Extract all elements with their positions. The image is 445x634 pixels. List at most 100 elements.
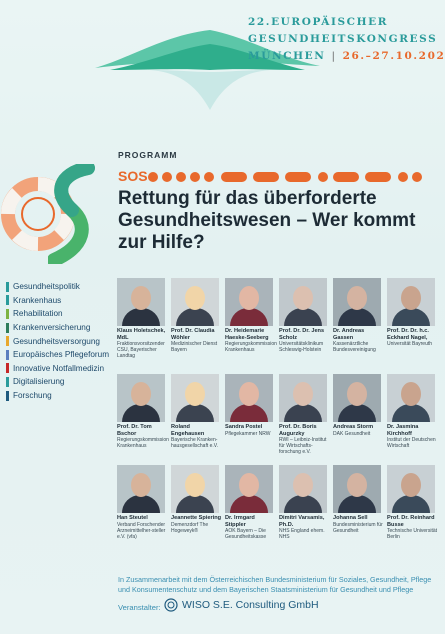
speaker-card: Dr. Jasmina Kirchhoff Institut der Deutsc… xyxy=(387,374,439,449)
speaker-role: Bayerische Kranken-hausgesellschaft e.V. xyxy=(171,437,219,450)
speaker-name: Dr. Jasmina Kirchhoff xyxy=(387,424,419,437)
speaker-photo xyxy=(117,278,165,326)
speaker-photo xyxy=(333,278,381,326)
organizer-name: WISO S.E. Consulting GmbH xyxy=(182,599,319,611)
speaker-photo xyxy=(387,278,435,326)
speaker-name: Prof. Dr. Reinhard Busse xyxy=(387,515,435,528)
topic-label: Europäisches Pflegeforum xyxy=(13,350,110,360)
speaker-name: Prof. Dr. Claudia Wöhler xyxy=(171,328,215,341)
speaker-name: Prof. Dr. Tom Bschor xyxy=(117,424,152,437)
organizer-label: Veranstalter: xyxy=(118,603,161,612)
speaker-role: Demenzdorf The Hogeweyk® xyxy=(171,521,209,534)
speaker-photo xyxy=(333,374,381,422)
topic-label: Gesundheitsversorgung xyxy=(13,336,100,346)
topic-item: Forschung xyxy=(6,389,118,403)
topic-color-bar xyxy=(6,363,9,374)
speaker-photo xyxy=(171,374,219,422)
speaker-card: Jeannette Spiering Demenzdorf The Hogewey… xyxy=(171,465,223,534)
speaker-photo xyxy=(225,465,273,513)
speaker-name: Prof. Dr. Dr. Jens Scholz xyxy=(279,328,325,341)
speaker-role: Pflegekammer NRW xyxy=(225,430,271,437)
speaker-role: DAK Gesundheit xyxy=(333,430,371,437)
program-label: PROGRAMM xyxy=(118,150,178,160)
footer-text: In Zusammenarbeit mit dem Österreichisch… xyxy=(118,575,432,594)
speaker-name: Dimitri Varsamis, Ph.D. xyxy=(279,515,325,528)
speaker-name: Dr. Andreas Gassen xyxy=(333,328,365,341)
speaker-card: Johanna Sell Bundesministerium für Gesund… xyxy=(333,465,385,534)
topic-label: Forschung xyxy=(13,391,52,401)
speaker-photo xyxy=(117,374,165,422)
topic-label: Gesundheitspolitik xyxy=(13,282,80,292)
topic-list: Gesundheitspolitik Krankenhaus Rehabilit… xyxy=(6,280,118,402)
speaker-role: Technische Universität Berlin xyxy=(387,528,438,541)
congress-logo-graphic xyxy=(95,30,320,110)
morse-code-graphic xyxy=(148,172,422,182)
speaker-card: Dr. Irmgard Stippler AOK Bayern – Die Ges… xyxy=(225,465,277,540)
speaker-card: Andreas Storm DAK Gesundheit xyxy=(333,374,385,437)
s-curve-graphic xyxy=(48,164,95,264)
topic-item: Krankenhaus xyxy=(6,294,118,308)
headline: Rettung für das überforderte Gesundheits… xyxy=(118,188,416,253)
topic-color-bar xyxy=(6,376,9,387)
speaker-role: Regierungskommission Krankenhaus xyxy=(225,341,277,354)
speaker-card: Prof. Dr. Boris Augurzky RWI – Leibniz-In… xyxy=(279,374,331,455)
speaker-role: Verband Forschender Arzneimittelher-stel… xyxy=(117,521,166,540)
topic-item: Krankenversicherung xyxy=(6,321,118,335)
speaker-role: Institut der Deutschen Wirtschaft xyxy=(387,437,436,450)
topic-color-bar xyxy=(6,349,9,360)
topic-color-bar xyxy=(6,390,9,401)
speaker-name: Johanna Sell xyxy=(333,515,368,521)
speaker-role: Bundesministerium für Gesundheit xyxy=(333,521,383,534)
speaker-card: Dr. Heidemarie Haeske-Seeberg Regierungsk… xyxy=(225,278,277,353)
speaker-name: Prof. Dr. Dr. h.c. Eckhard Nagel, xyxy=(387,328,429,341)
speaker-card: Prof. Dr. Dr. h.c. Eckhard Nagel, Univers… xyxy=(387,278,439,347)
city: MÜNCHEN xyxy=(248,50,326,62)
speaker-card: Prof. Dr. Claudia Wöhler Medizinischer Di… xyxy=(171,278,223,353)
speaker-photo xyxy=(225,278,273,326)
speaker-name: Andreas Storm xyxy=(333,424,374,430)
speaker-card: Prof. Dr. Tom Bschor Regierungskommission… xyxy=(117,374,169,449)
wiso-logo-icon xyxy=(164,598,178,612)
topic-item: Gesundheitspolitik xyxy=(6,280,118,294)
speaker-photo xyxy=(279,374,327,422)
speaker-card: Sandra Postel Pflegekammer NRW xyxy=(225,374,277,437)
speaker-card: Dimitri Varsamis, Ph.D. NHS England ehem.… xyxy=(279,465,331,540)
speaker-photo xyxy=(117,465,165,513)
speaker-role: AOK Bayern – Die Gesundheitskasse xyxy=(225,528,267,541)
sos-label: SOS xyxy=(118,168,148,184)
congress-line-1: 22.EUROPÄISCHER xyxy=(248,16,389,28)
organizer-logo: WISO S.E. Consulting GmbH xyxy=(164,598,319,612)
speaker-name: Han Steutel xyxy=(117,515,148,521)
dates: 26.–27.10.2023 xyxy=(342,50,445,62)
speaker-card: Roland Engehausen Bayerische Kranken-haus… xyxy=(171,374,223,449)
topic-label: Rehabilitation xyxy=(13,309,63,319)
topic-color-bar xyxy=(6,295,9,306)
topic-item: Digitalisierung xyxy=(6,375,118,389)
speaker-name: Sandra Postel xyxy=(225,424,263,430)
topic-label: Innovative Notfallmedizin xyxy=(13,363,105,373)
speaker-name: Prof. Dr. Boris Augurzky xyxy=(279,424,317,437)
speaker-card: Prof. Dr. Dr. Jens Scholz Universitätskli… xyxy=(279,278,331,353)
topic-item: Innovative Notfallmedizin xyxy=(6,362,118,376)
speaker-photo xyxy=(387,465,435,513)
topic-color-bar xyxy=(6,322,9,333)
topic-label: Krankenhaus xyxy=(13,295,62,305)
speaker-photo xyxy=(333,465,381,513)
speaker-photo xyxy=(171,278,219,326)
speaker-card: Prof. Dr. Reinhard Busse Technische Unive… xyxy=(387,465,439,540)
speaker-role: Kassenärztliche Bundesvereinigung xyxy=(333,341,376,354)
speaker-photo xyxy=(387,374,435,422)
speaker-role: Regierungskommission Krankenhaus xyxy=(117,437,169,450)
separator: | xyxy=(331,50,337,62)
speaker-name: Roland Engehausen xyxy=(171,424,205,437)
speaker-role: Universitätsklinikum Schleswig-Holstein xyxy=(279,341,324,354)
speaker-card: Dr. Andreas Gassen Kassenärztliche Bundes… xyxy=(333,278,385,353)
topic-item: Rehabilitation xyxy=(6,307,118,321)
speaker-photo xyxy=(279,278,327,326)
speaker-photo xyxy=(171,465,219,513)
speaker-name: Dr. Heidemarie Haeske-Seeberg xyxy=(225,328,269,341)
topic-color-bar xyxy=(6,336,9,347)
speaker-role: NHS England ehem. NHS xyxy=(279,528,325,541)
topic-item: Gesundheitsversorgung xyxy=(6,334,118,348)
congress-line-2: GESUNDHEITSKONGRESS xyxy=(248,33,438,45)
